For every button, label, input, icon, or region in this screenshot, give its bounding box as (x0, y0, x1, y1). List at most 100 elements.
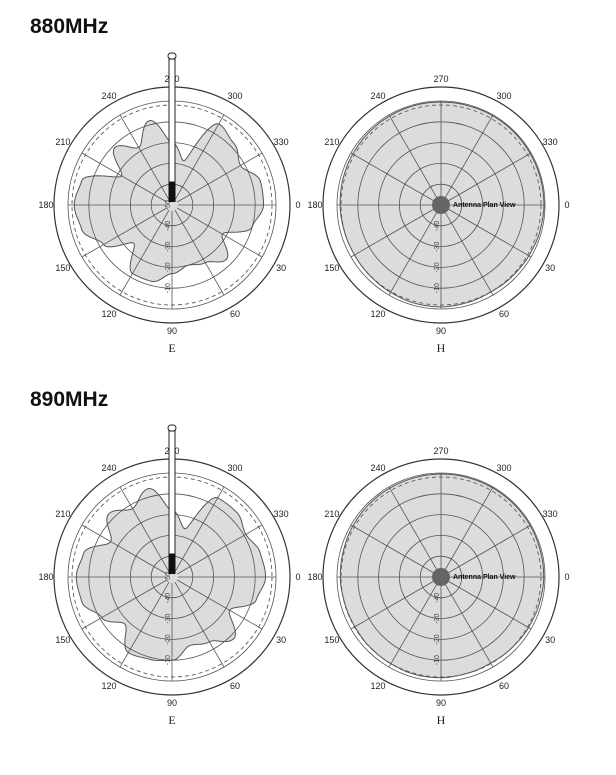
radial-tick-label: -30 (434, 613, 441, 623)
angle-label: 90 (436, 326, 446, 336)
antenna-plan-view-icon (432, 568, 450, 586)
grid-spoke (81, 207, 168, 258)
angle-label: 30 (276, 635, 286, 645)
grid-spoke (350, 579, 437, 630)
grid-spoke (445, 579, 532, 630)
angle-label: 150 (324, 263, 339, 273)
angle-label: 60 (499, 681, 509, 691)
grid-spoke (443, 209, 494, 296)
angle-label: 60 (230, 309, 240, 319)
grid-spoke (174, 486, 225, 573)
angle-label: 240 (370, 91, 385, 101)
grid-spoke (445, 152, 532, 203)
radial-tick-label: -40 (165, 221, 172, 231)
e-plane-chart-890: 2703003300306090120150180210240-10-20-30… (38, 424, 301, 727)
grid-spoke (445, 207, 532, 258)
angle-label: 300 (496, 91, 511, 101)
grid-spoke (388, 581, 439, 668)
angle-label: 30 (276, 263, 286, 273)
angle-label: 210 (55, 509, 70, 519)
angle-label: 180 (38, 200, 53, 210)
angle-label: 120 (101, 309, 116, 319)
radial-tick-label: -20 (434, 262, 441, 272)
antenna-plan-view-icon (432, 196, 450, 214)
plane-label: E (168, 341, 175, 355)
grid-spoke (174, 209, 225, 296)
angle-label: 90 (167, 698, 177, 708)
angle-label: 120 (370, 681, 385, 691)
radial-tick-label: -10 (434, 655, 441, 665)
angle-label: 30 (545, 263, 555, 273)
grid-spoke (350, 152, 437, 203)
angle-label: 300 (496, 463, 511, 473)
angle-label: 90 (436, 698, 446, 708)
plan-view-label: Antenna Plan View (453, 574, 516, 581)
plane-label: H (437, 341, 446, 355)
angle-label: 0 (295, 200, 300, 210)
angle-label: 210 (324, 137, 339, 147)
grid-spoke (350, 524, 437, 575)
grid-spoke (445, 524, 532, 575)
grid-spoke (174, 114, 225, 201)
grid-spoke (119, 486, 170, 573)
radial-tick-label: -20 (165, 262, 172, 272)
frequency-title-890: 890MHz (30, 388, 109, 411)
angle-label: 330 (274, 509, 289, 519)
angle-label: 120 (370, 309, 385, 319)
grid-spoke (119, 581, 170, 668)
angle-label: 180 (38, 572, 53, 582)
grid-spoke (119, 114, 170, 201)
angle-label: 0 (564, 200, 569, 210)
angle-label: 180 (307, 200, 322, 210)
grid-spoke (388, 209, 439, 296)
radial-tick-label: -40 (434, 221, 441, 231)
radial-tick-label: -50 (165, 572, 172, 582)
angle-label: 150 (324, 635, 339, 645)
angle-label: 330 (543, 137, 558, 147)
grid-spoke (176, 207, 263, 258)
h-plane-chart-880: 270 300 330 0 30 60 90 120 150 180 210 240 -10 -20 -30… (307, 74, 569, 355)
angle-label: 270 (433, 74, 448, 84)
angle-label: 0 (564, 572, 569, 582)
angle-label: 150 (55, 635, 70, 645)
radial-tick-label: -40 (434, 593, 441, 603)
angle-label: 210 (55, 137, 70, 147)
angle-label: 240 (101, 463, 116, 473)
antenna-icon (167, 52, 177, 202)
radial-tick-label: -30 (165, 241, 172, 251)
angle-label: 0 (295, 572, 300, 582)
angle-label: 330 (543, 509, 558, 519)
angle-label: 180 (307, 572, 322, 582)
antenna-icon (167, 424, 177, 574)
grid-spoke (443, 114, 494, 201)
radial-tick-label: -10 (165, 283, 172, 293)
grid-spoke (119, 209, 170, 296)
angle-label: 210 (324, 509, 339, 519)
angle-label: 120 (101, 681, 116, 691)
plane-label: E (168, 713, 175, 727)
radial-tick-label: -10 (434, 283, 441, 293)
angle-label: 90 (167, 326, 177, 336)
radial-tick-label: -30 (165, 613, 172, 623)
h-plane-chart-890: 270 300 330 0 30 60 90 120 150 180 210 240 -10 -20 -30… (307, 446, 569, 727)
radial-tick-label: -10 (165, 655, 172, 665)
grid-spoke (176, 524, 263, 575)
angle-label: 150 (55, 263, 70, 273)
radial-tick-label: -20 (165, 634, 172, 644)
angle-label: 60 (230, 681, 240, 691)
grid-spoke (350, 207, 437, 258)
plane-label: H (437, 713, 446, 727)
grid-spoke (176, 152, 263, 203)
grid-spoke (81, 152, 168, 203)
grid-spoke (443, 581, 494, 668)
angle-label: 30 (545, 635, 555, 645)
grid-spoke (176, 579, 263, 630)
grid-spoke (443, 486, 494, 573)
angle-label: 330 (274, 137, 289, 147)
grid-spoke (388, 114, 439, 201)
frequency-title-880: 880MHz (30, 15, 109, 38)
e-plane-chart-880: 2703003300306090120150180210240-10-20-30… (38, 52, 301, 355)
angle-label: 240 (101, 91, 116, 101)
angle-label: 300 (227, 91, 242, 101)
radial-tick-label: -50 (165, 200, 172, 210)
